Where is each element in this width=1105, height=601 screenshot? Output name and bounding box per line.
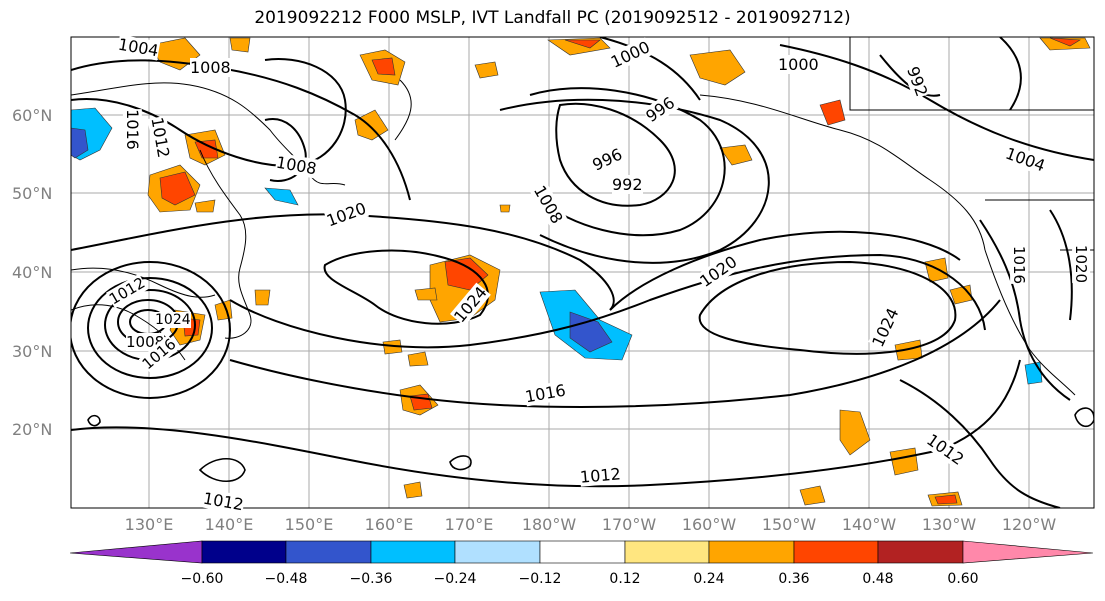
lon-label: 170°W <box>601 515 657 534</box>
colorbar-tick: −0.48 <box>264 571 308 587</box>
colorbar-tick: −0.60 <box>180 571 224 587</box>
colorbar-segment <box>454 540 541 564</box>
colorbar-tick: 0.12 <box>609 571 641 587</box>
lon-label: 160°E <box>364 515 414 534</box>
colorbar-segment <box>201 540 287 564</box>
contour-label: 1016 <box>1010 245 1029 285</box>
lon-label: 150°W <box>761 515 817 534</box>
lon-label: 150°E <box>284 515 334 534</box>
colorbar-tick: −0.36 <box>349 571 393 587</box>
colorbar-tick: −0.24 <box>433 571 477 587</box>
colorbar-tick: 0.24 <box>693 571 725 587</box>
lat-label-20n: 20°N <box>12 420 53 439</box>
colorbar-tick: −0.12 <box>518 571 562 587</box>
plot-frame <box>70 36 1095 509</box>
small-isobar-fragments <box>87 407 1094 483</box>
lat-label-50n: 50°N <box>12 184 53 203</box>
lon-label: 160°W <box>681 515 737 534</box>
lat-label-60n: 60°N <box>12 106 53 125</box>
lon-label: 180°W <box>521 515 577 534</box>
map-panel <box>70 36 1095 509</box>
lon-label: 140°E <box>204 515 254 534</box>
colorbar-segment <box>962 540 1094 564</box>
colorbar-segment <box>70 540 203 564</box>
colorbar-segment <box>793 540 879 564</box>
colorbar-segment <box>877 540 964 564</box>
isobars <box>71 37 1094 508</box>
colorbar-segment <box>285 540 372 564</box>
colorbar-segment <box>370 540 456 564</box>
lon-label: 170°E <box>444 515 494 534</box>
lat-label-40n: 40°N <box>12 263 53 282</box>
contour-label: 1016 <box>122 109 142 150</box>
lat-label-30n: 30°N <box>12 342 53 361</box>
contour-label: 1020 <box>1072 244 1091 284</box>
colorbar-segment <box>539 540 626 564</box>
lon-label: 140°W <box>841 515 897 534</box>
lon-label: 120°W <box>1001 515 1057 534</box>
contour-label: 1024 <box>155 312 191 328</box>
lon-label: 130°W <box>921 515 977 534</box>
contour-label: 992 <box>612 175 643 194</box>
contour-label: 1000 <box>778 55 819 74</box>
lon-label: 130°E <box>124 515 174 534</box>
colorbar-segment <box>708 540 795 564</box>
contour-label: 1008 <box>190 58 231 77</box>
colorbar-tick: 0.48 <box>862 571 894 587</box>
gridlines <box>71 37 1094 508</box>
colorbar <box>70 540 1094 564</box>
contour-label: 1012 <box>579 464 622 487</box>
coastlines <box>71 37 1094 396</box>
colorbar-tick: 0.60 <box>947 571 979 587</box>
colorbar-tick: 0.36 <box>778 571 810 587</box>
colorbar-segment <box>624 540 710 564</box>
map-title: 2019092212 F000 MSLP, IVT Landfall PC (2… <box>254 8 851 28</box>
